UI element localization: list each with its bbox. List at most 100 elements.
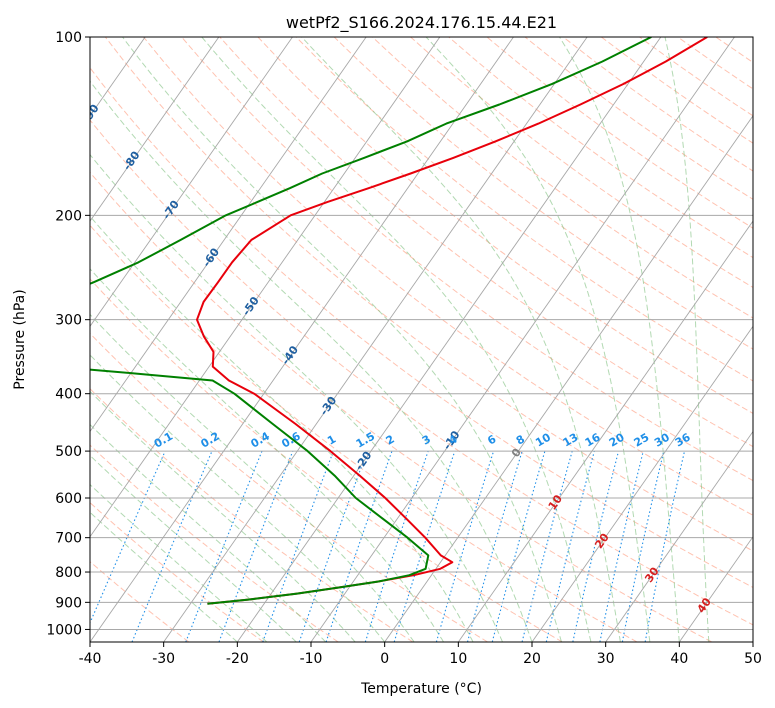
mixing-ratio-line xyxy=(185,450,263,642)
isotherm-label: -30 xyxy=(317,394,339,418)
isotherm-label: -100 xyxy=(36,53,63,83)
x-tick-label: 30 xyxy=(597,651,615,667)
dry-adiabat xyxy=(754,37,775,642)
mixing-ratio-line xyxy=(262,450,334,642)
dry-adiabat xyxy=(90,502,264,642)
x-tick-label: 10 xyxy=(449,651,467,667)
dry-adiabat xyxy=(295,37,753,382)
dry-adiabat xyxy=(219,37,753,448)
isotherm xyxy=(163,37,588,642)
mixing-ratio-label: 8 xyxy=(514,433,527,448)
moist-adiabat xyxy=(664,37,710,642)
isotherm-label: 40 xyxy=(695,595,715,615)
sounding-series xyxy=(90,37,708,605)
mixing-ratio-line xyxy=(298,450,368,642)
moist-adiabat xyxy=(425,37,651,642)
mixing-ratio-line xyxy=(435,450,495,642)
y-tick-label: 200 xyxy=(55,208,82,224)
dry-adiabat xyxy=(90,278,563,642)
isotherm xyxy=(90,37,514,642)
mixing-ratio-line xyxy=(325,450,393,642)
mixing-ratio-line xyxy=(644,450,686,642)
mixing-ratio-line xyxy=(572,450,620,642)
isotherm-label: 0 xyxy=(509,446,524,460)
mixing-ratio-line xyxy=(491,450,546,642)
moist-adiabat xyxy=(90,354,386,642)
temperature-profile xyxy=(196,37,708,605)
plot-frame xyxy=(89,36,754,643)
mixing-ratio-label: 10 xyxy=(533,430,553,449)
moist-adiabat xyxy=(90,390,356,642)
dry-adiabat xyxy=(257,37,753,414)
y-tick-label: 100 xyxy=(55,30,82,46)
y-tick-label: 1000 xyxy=(46,622,82,638)
dry-adiabat xyxy=(715,37,753,64)
isotherm-label: -90 xyxy=(80,102,102,126)
isotherm xyxy=(752,641,753,642)
dry-adiabat xyxy=(90,119,753,626)
x-axis: -40 -30 -20 -10 0 10 20 30 40 50 xyxy=(79,642,762,667)
dry-adiabat xyxy=(410,37,753,289)
mixing-ratio-label: 13 xyxy=(561,431,581,450)
dry-adiabat xyxy=(181,37,753,482)
isotherm xyxy=(236,37,662,642)
y-tick-label: 800 xyxy=(55,565,82,581)
dry-adiabat xyxy=(90,224,638,642)
moist-adiabat xyxy=(90,153,503,642)
x-tick-label: 40 xyxy=(670,651,688,667)
y-axis: 100 200 300 400 500 600 700 800 900 1000 xyxy=(46,30,90,638)
x-tick-label: 0 xyxy=(380,651,389,667)
isotherm xyxy=(0,37,72,642)
mixing-ratio-label: 3 xyxy=(420,433,433,448)
mixing-ratio-label: 20 xyxy=(607,430,627,449)
mixing-ratio-label: 25 xyxy=(632,431,652,450)
moist-adiabat xyxy=(559,37,680,642)
y-tick-label: 600 xyxy=(55,491,82,507)
isotherm xyxy=(90,37,220,222)
isotherm-label: -80 xyxy=(121,149,143,173)
moist-adiabat xyxy=(90,215,474,642)
dewpoint-profile xyxy=(90,37,652,605)
y-tick-label: 700 xyxy=(55,531,82,547)
mixing-ratio-line xyxy=(599,450,644,642)
chart-title: wetPf2_S166.2024.176.15.44.E21 xyxy=(286,13,557,33)
x-tick-label: -20 xyxy=(226,651,249,667)
dry-adiabat xyxy=(90,560,190,642)
isotherm-label: -50 xyxy=(240,294,262,318)
isotherm-label: 30 xyxy=(642,565,662,585)
isotherm-label: -20 xyxy=(352,449,374,473)
isotherm xyxy=(678,535,753,642)
moist-adiabat xyxy=(122,37,562,642)
isotherm xyxy=(310,37,735,642)
y-tick-label: 400 xyxy=(55,387,82,403)
mixing-ratio-line xyxy=(466,450,523,642)
dry-adiabat xyxy=(639,37,753,117)
mixing-ratio-line xyxy=(218,450,294,642)
moist-adiabat xyxy=(90,80,533,642)
mixing-ratio-label: 2 xyxy=(384,433,397,448)
dry-adiabat xyxy=(601,37,753,144)
y-axis-title: Pressure (hPa) xyxy=(12,289,28,389)
mixing-ratio-line xyxy=(131,450,213,642)
dry-adiabat xyxy=(90,171,712,642)
isotherm xyxy=(90,37,367,433)
mixing-ratio-label: 1 xyxy=(325,433,338,448)
x-axis-title: Temperature (°C) xyxy=(360,681,482,697)
dry-adiabat xyxy=(90,332,488,642)
isotherm xyxy=(90,37,441,538)
isotherm xyxy=(531,325,753,642)
mixing-ratio-line xyxy=(90,450,166,625)
mixing-ratio-line xyxy=(364,450,429,642)
isotherm xyxy=(605,430,753,642)
x-tick-label: -30 xyxy=(152,651,175,667)
dry-adiabat xyxy=(677,37,753,90)
moist-adiabat xyxy=(90,268,445,642)
x-tick-label: -40 xyxy=(79,651,102,667)
mixing-ratio-line xyxy=(545,450,595,642)
moist-adiabat xyxy=(90,511,238,642)
mixing-ratio-line xyxy=(521,450,573,642)
isotherm-label: -70 xyxy=(160,198,182,222)
dry-adiabat xyxy=(372,37,753,319)
mixing-ratio-label: 0.2 xyxy=(199,430,222,451)
moist-adiabat xyxy=(90,454,297,642)
